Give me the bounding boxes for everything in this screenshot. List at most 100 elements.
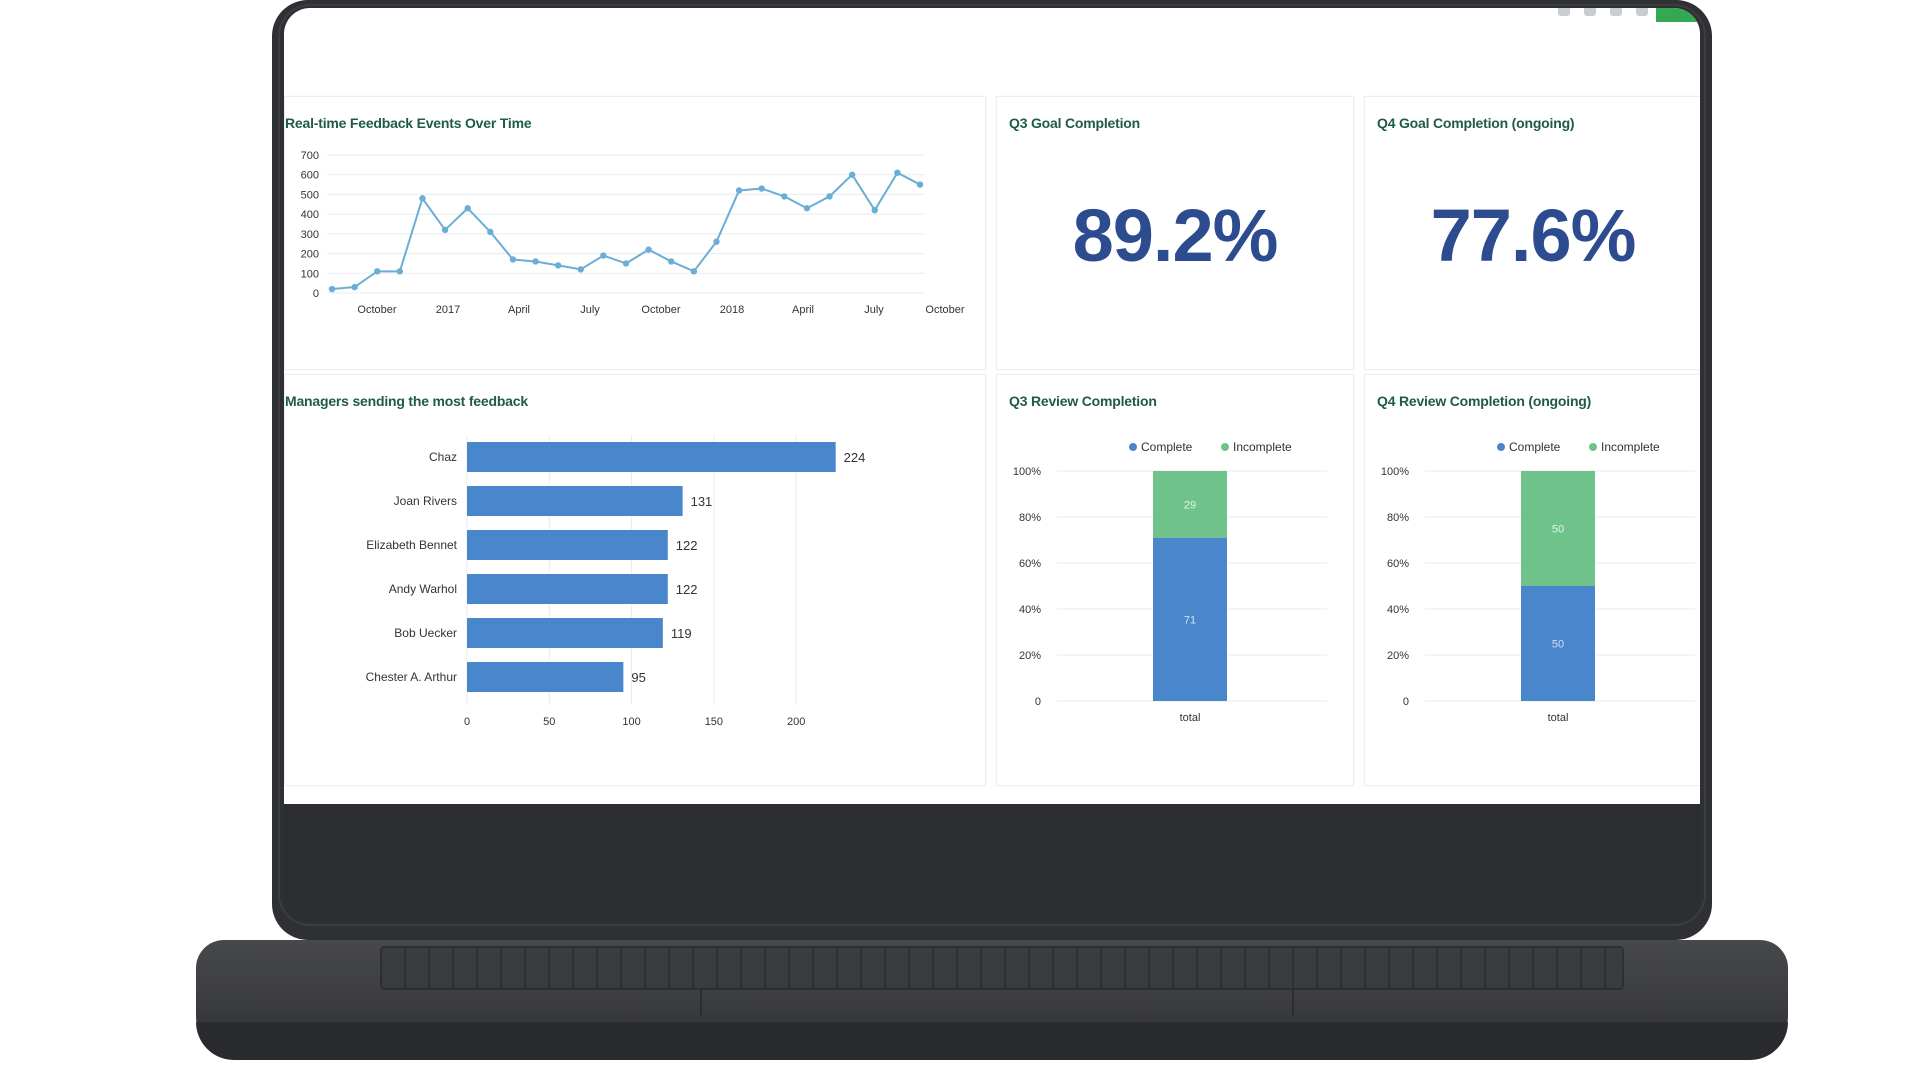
laptop-keyboard [380,946,1624,990]
data-point [668,258,675,265]
y-tick-label: 200 [301,249,319,261]
legend-label: Incomplete [1601,440,1660,454]
y-tick-label: 80% [1019,512,1041,524]
y-tick-label: 40% [1019,604,1041,616]
copy-icon[interactable] [1584,8,1596,16]
q3-goal-value: 89.2% [1072,194,1279,277]
x-tick-label: 0 [464,716,470,728]
dashboard-screen: Real-time Feedback Events Over Time 700 6… [284,8,1700,804]
y-tick-label: 100% [1381,466,1409,478]
x-tick-label: April [508,304,530,316]
category-label: Elizabeth Bennet [366,538,457,552]
managers-bar-chart: 0 50 100 150 200 Chaz 224 Joan Rivers 131 Elizabe… [366,435,866,728]
card-title: Q3 Goal Completion [1009,115,1140,131]
y-tick-label: 20% [1387,650,1409,662]
y-tick-label: 60% [1019,558,1041,570]
data-point [894,169,901,176]
q4-goal-value: 77.6% [1430,194,1637,277]
settings-icon[interactable] [1558,8,1570,16]
y-tick-label: 100 [301,268,319,280]
data-point [826,193,833,200]
data-point [781,193,788,200]
managers-feedback-card: Managers sending the most feedback 0 50 10… [284,374,986,786]
share-icon[interactable] [1636,8,1648,16]
legend-swatch [1129,443,1137,451]
feedback-events-line-chart: 700 600 500 400 300 200 100 0 October 2017 April Ju… [301,150,965,316]
bar [467,574,668,604]
x-tick-label: total [1180,712,1201,724]
category-label: Andy Warhol [389,582,457,596]
y-tick-label: 100% [1013,466,1041,478]
series-line [331,171,921,291]
x-tick-label: 50 [543,716,555,728]
data-point [600,252,607,259]
q3-goal-card: Q3 Goal Completion 89.2% [996,96,1354,370]
bar [467,442,836,472]
data-point [690,268,698,275]
x-tick-label: October [641,304,680,316]
card-title: Managers sending the most feedback [285,393,528,409]
data-label: 131 [691,494,713,509]
q3-review-card: Q3 Review Completion Complete Incomplete 1… [996,374,1354,786]
y-tick-label: 0 [313,288,319,300]
category-label: Joan Rivers [394,494,457,508]
data-point [328,285,336,293]
category-label: Bob Uecker [394,626,457,640]
data-label: 224 [844,450,866,465]
data-point [735,187,743,194]
y-tick-label: 500 [301,189,319,201]
data-point [758,185,765,192]
legend-swatch [1589,443,1597,451]
data-label: 71 [1184,614,1196,626]
x-tick-label: July [864,304,884,316]
data-point [351,283,358,291]
data-point [871,207,878,214]
category-label: Chester A. Arthur [366,670,457,684]
q4-review-stacked-chart: Complete Incomplete 100% 80% 60% 40% 20% 0 50 50 t… [1381,440,1695,724]
data-label: 122 [676,538,698,553]
card-title: Q3 Review Completion [1009,393,1157,409]
data-point [916,181,924,188]
legend-label: Complete [1141,440,1193,454]
y-tick-label: 600 [301,170,319,182]
x-tick-label: 200 [787,716,805,728]
data-point [713,238,720,245]
data-point [554,262,562,269]
legend-swatch [1221,443,1229,451]
data-point [509,256,517,263]
y-tick-label: 700 [301,150,319,162]
y-tick-label: 80% [1387,512,1409,524]
data-label: 119 [671,626,692,641]
x-tick-label: October [925,304,964,316]
legend-label: Incomplete [1233,440,1292,454]
q4-goal-card: Q4 Goal Completion (ongoing) 77.6% [1364,96,1700,370]
data-point [374,268,381,275]
x-tick-label: 2018 [720,304,744,316]
q3-review-stacked-chart: Complete Incomplete 100% 80% 60% 40% 20% 0 71 29 t… [1013,440,1327,724]
bar [467,530,668,560]
x-tick-label: April [792,304,814,316]
legend-label: Complete [1509,440,1561,454]
bar-incomplete [1521,471,1595,586]
data-label: 50 [1552,524,1564,536]
y-tick-label: 400 [301,209,319,221]
y-tick-label: 60% [1387,558,1409,570]
filter-icon[interactable] [1610,8,1622,16]
y-tick-label: 0 [1035,696,1041,708]
q4-review-card: Q4 Review Completion (ongoing) Complete I… [1364,374,1700,786]
data-point [396,268,404,275]
bar-incomplete [1153,471,1227,538]
accent-button[interactable] [1656,8,1700,22]
x-tick-label: 150 [705,716,723,728]
data-point [487,228,494,236]
y-tick-label: 20% [1019,650,1041,662]
y-tick-label: 300 [301,229,319,241]
screen-bottom-bezel [284,804,1700,922]
x-tick-label: 2017 [436,304,460,316]
toolbar-icons [1558,8,1648,18]
data-point [645,246,652,253]
card-title: Q4 Review Completion (ongoing) [1377,393,1592,409]
y-tick-label: 0 [1403,696,1409,708]
data-point [419,195,426,202]
